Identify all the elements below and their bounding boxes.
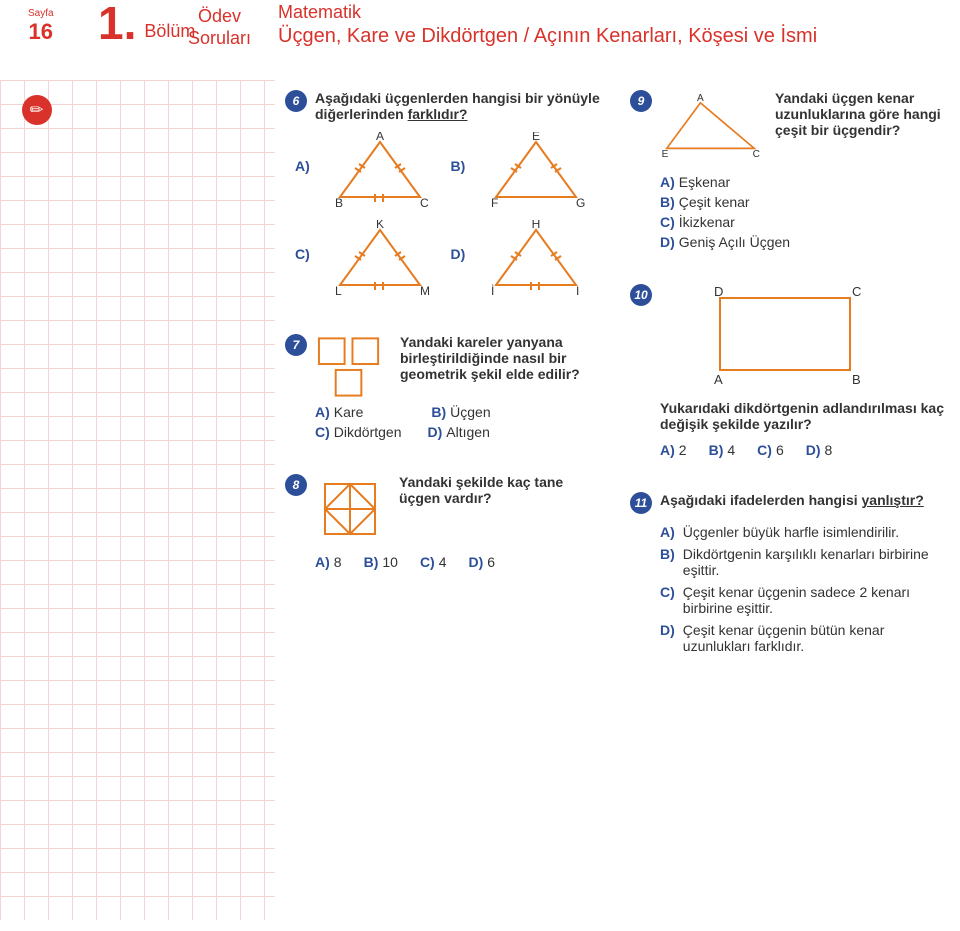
kind-line1: Ödev (188, 6, 251, 28)
page-number-block: Sayfa 16 (28, 8, 54, 45)
question-stem: Yukarıdaki dikdörtgenin adlandırılması k… (660, 400, 945, 432)
section-block: 1. Bölüm (98, 0, 195, 46)
option-label: A) (295, 132, 319, 174)
left-column: 6 Aşağıdaki üçgenlerden hangisi bir yönü… (285, 90, 600, 688)
subject: Matematik (278, 2, 817, 23)
svg-text:A: A (697, 93, 704, 104)
question-stem: Aşağıdaki üçgenlerden hangisi bir yönüyl… (315, 90, 600, 122)
option-label: D) (451, 220, 475, 262)
question-10: 10 D C A B Yukarıdaki dikdörtgenin adlan… (630, 284, 945, 458)
svg-text:G: G (576, 196, 585, 210)
question-8: 8 Yandaki şekilde kaç tane üçgen vardır?… (285, 474, 600, 570)
svg-text:İ: İ (491, 284, 494, 298)
question-number: 8 (285, 474, 307, 496)
option-row: A)8 B)10 C)4 D)6 (315, 554, 600, 570)
question-7: 7 Yandaki kareler yanyana birleştirildiğ… (285, 334, 600, 440)
svg-text:L: L (335, 284, 342, 298)
svg-text:E: E (662, 149, 669, 160)
triangle-a-figure: A B C (325, 132, 435, 212)
triangle-d-figure: H İ I (481, 220, 591, 300)
kind-block: Ödev Soruları (188, 6, 251, 49)
option-list: A)Eşkenar B)Çeşit kenar C)İkizkenar D)Ge… (660, 174, 945, 250)
svg-text:I: I (576, 284, 579, 298)
svg-text:C: C (753, 149, 760, 160)
page-header: Sayfa 16 1. Bölüm Ödev Soruları Matemati… (28, 0, 960, 60)
question-6: 6 Aşağıdaki üçgenlerden hangisi bir yönü… (285, 90, 600, 300)
triangle-b-figure: E F G (481, 132, 591, 212)
svg-text:K: K (376, 220, 384, 231)
svg-text:A: A (714, 372, 723, 387)
question-9: 9 A E C Yandaki üçgen kenar uzunlukların… (630, 90, 945, 250)
question-stem: Aşağıdaki ifadelerden hangisi yanlıştır? (660, 492, 924, 508)
option-list: A)Üçgenler büyük harfle isimlendirilir. … (660, 524, 945, 654)
svg-text:M: M (420, 284, 430, 298)
title-block: Matematik Üçgen, Kare ve Dikdörtgen / Aç… (278, 2, 817, 48)
page-number: 16 (28, 19, 54, 45)
topic: Üçgen, Kare ve Dikdörtgen / Açının Kenar… (278, 25, 817, 48)
question-number: 10 (630, 284, 652, 306)
kind-line2: Soruları (188, 28, 251, 50)
option-row: A)2 B)4 C)6 D)8 (660, 442, 945, 458)
question-number: 6 (285, 90, 307, 112)
svg-text:B: B (852, 372, 861, 387)
question-number: 11 (630, 492, 652, 514)
right-column: 9 A E C Yandaki üçgen kenar uzunlukların… (630, 90, 945, 688)
svg-text:E: E (532, 132, 540, 143)
section-number: 1. (98, 0, 136, 46)
svg-text:D: D (714, 284, 723, 299)
triangle-figure: A E C (660, 90, 761, 168)
diamond-figure (315, 474, 385, 544)
question-stem: Yandaki üçgen kenar uzunluklarına göre h… (775, 90, 945, 138)
question-number: 7 (285, 334, 307, 356)
page-label: Sayfa (28, 8, 54, 19)
option-label: C) (295, 220, 319, 262)
triangle-c-figure: K L M (325, 220, 435, 300)
option-grid: A)Kare B)Üçgen C)Dikdörtgen D)Altıgen (315, 404, 600, 440)
rectangle-figure: D C A B (700, 284, 880, 394)
svg-text:F: F (491, 196, 498, 210)
question-number: 9 (630, 90, 652, 112)
svg-text:A: A (376, 132, 384, 143)
question-stem: Yandaki kareler yanyana birleştirildiğin… (400, 334, 600, 382)
grid-background (0, 80, 275, 920)
svg-text:C: C (420, 196, 429, 210)
svg-text:C: C (852, 284, 861, 299)
question-columns: 6 Aşağıdaki üçgenlerden hangisi bir yönü… (285, 90, 945, 688)
question-stem: Yandaki şekilde kaç tane üçgen vardır? (399, 474, 599, 506)
page: Sayfa 16 1. Bölüm Ödev Soruları Matemati… (0, 0, 960, 931)
squares-figure (315, 334, 386, 398)
svg-text:H: H (531, 220, 540, 231)
question-11: 11 Aşağıdaki ifadelerden hangisi yanlışt… (630, 492, 945, 654)
option-label: B) (451, 132, 475, 174)
svg-text:B: B (335, 196, 343, 210)
